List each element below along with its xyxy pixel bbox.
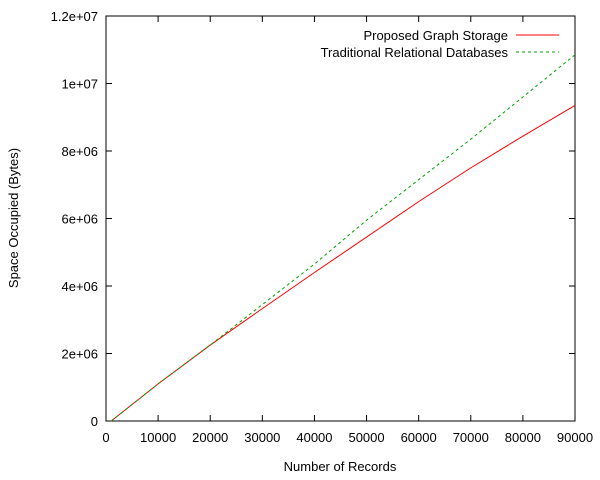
- x-tick-label: 40000: [296, 430, 332, 445]
- series-line-1: [110, 105, 576, 422]
- series-layer: [110, 54, 576, 422]
- x-tick-label: 10000: [140, 430, 176, 445]
- y-tick-label: 8e+06: [61, 144, 98, 159]
- legend-label-1: Proposed Graph Storage: [363, 28, 508, 43]
- y-tick-label: 1e+07: [61, 77, 98, 92]
- legend: Proposed Graph Storage Traditional Relati…: [321, 28, 559, 60]
- y-axis: 0 2e+06 4e+06 6e+06 8e+06 1e+07 1.2e+07: [51, 9, 575, 429]
- y-tick-label: 0: [91, 414, 98, 429]
- series-line-2: [110, 54, 576, 422]
- x-tick-label: 90000: [557, 430, 593, 445]
- x-tick-label: 0: [102, 430, 109, 445]
- x-axis-label: Number of Records: [284, 459, 397, 474]
- y-tick-label: 6e+06: [61, 212, 98, 227]
- legend-label-2: Traditional Relational Databases: [321, 45, 509, 60]
- x-tick-label: 30000: [244, 430, 280, 445]
- x-axis: 0 10000 20000 30000 40000 50000 60000 70000 8000…: [102, 16, 593, 445]
- x-tick-label: 70000: [453, 430, 489, 445]
- y-tick-label: 4e+06: [61, 279, 98, 294]
- x-tick-label: 60000: [401, 430, 437, 445]
- x-tick-label: 50000: [348, 430, 384, 445]
- y-tick-label: 2e+06: [61, 347, 98, 362]
- x-tick-label: 20000: [192, 430, 228, 445]
- x-tick-label: 80000: [505, 430, 541, 445]
- plot-frame: [105, 15, 576, 422]
- y-tick-label: 1.2e+07: [51, 9, 98, 24]
- y-axis-label: Space Occupied (Bytes): [6, 148, 21, 288]
